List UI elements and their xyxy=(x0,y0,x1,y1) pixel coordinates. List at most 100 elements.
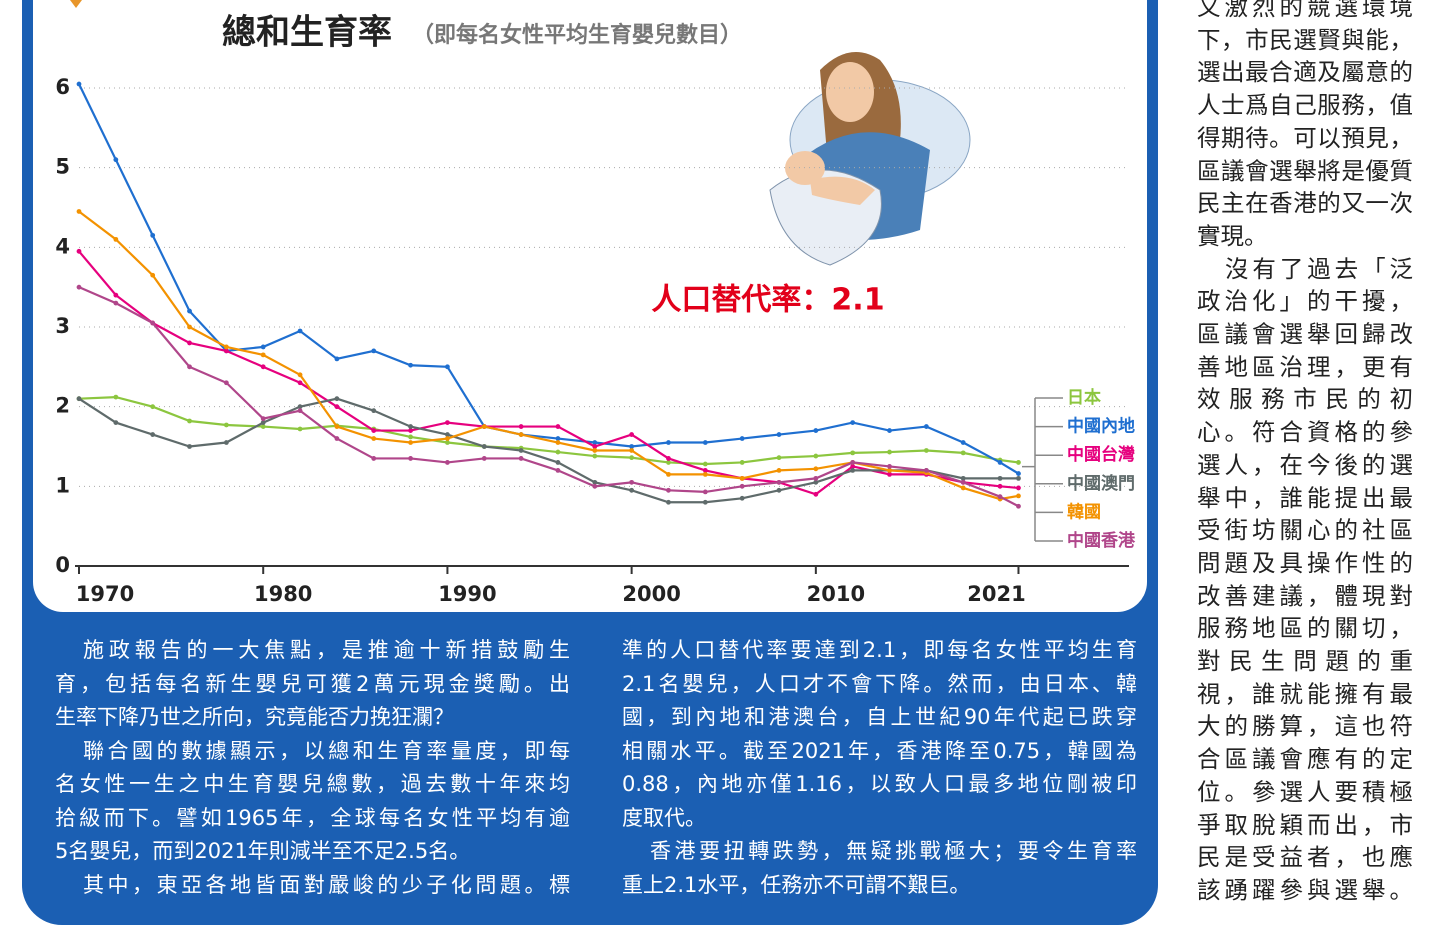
legend-label: 中國澳門 xyxy=(1067,473,1135,494)
point xyxy=(519,456,524,461)
text-line: 心。符合資格的參 xyxy=(1197,416,1413,449)
point xyxy=(998,494,1003,499)
point xyxy=(445,364,450,369)
x-tick-label: 2010 xyxy=(807,582,865,606)
point xyxy=(519,448,524,453)
point xyxy=(629,448,634,453)
page: 總和生育率 （即每名女性平均生育嬰兒數目） 人口替代率：2.1 01234561… xyxy=(0,0,1430,937)
text-line: 位。參選人要積極 xyxy=(1197,776,1413,809)
point xyxy=(813,492,818,497)
point xyxy=(408,363,413,368)
text-line: 沒有了過去「泛 xyxy=(1197,253,1413,286)
point xyxy=(1016,493,1021,498)
chart-subtitle: （即每名女性平均生育嬰兒數目） xyxy=(412,22,742,48)
point xyxy=(224,423,229,428)
point xyxy=(334,356,339,361)
point xyxy=(371,408,376,413)
y-tick-label: 2 xyxy=(55,394,70,418)
series-line xyxy=(79,287,1018,506)
point xyxy=(887,450,892,455)
text-line: 受街坊關心的社區 xyxy=(1197,514,1413,547)
point xyxy=(261,345,266,350)
text-line: 其中，東亞各地皆面對嚴峻的少子化問題。標 xyxy=(55,869,570,903)
point xyxy=(519,424,524,429)
x-tick-label: 2021 xyxy=(967,582,1025,606)
point xyxy=(261,352,266,357)
point xyxy=(187,364,192,369)
point xyxy=(298,408,303,413)
point xyxy=(813,454,818,459)
x-tick-label: 1990 xyxy=(438,582,496,606)
point xyxy=(408,424,413,429)
point xyxy=(629,455,634,460)
point xyxy=(924,424,929,429)
point xyxy=(703,500,708,505)
text-line: 重上2.1水平，任務亦不可謂不艱巨。 xyxy=(622,869,1137,903)
text-line: 效服務市民的初 xyxy=(1197,383,1413,416)
series-line xyxy=(79,211,1018,499)
point xyxy=(408,440,413,445)
point xyxy=(1016,476,1021,481)
point xyxy=(519,432,524,437)
y-tick-label: 5 xyxy=(55,155,70,179)
point xyxy=(445,460,450,465)
point xyxy=(77,249,82,254)
point xyxy=(777,455,782,460)
point xyxy=(150,321,155,326)
text-line: 下，市民選賢與能， xyxy=(1197,24,1413,57)
text-line: 國，到內地和港澳台，自上世紀90年代起已跌穿 xyxy=(622,701,1137,735)
point xyxy=(666,440,671,445)
sidebar-column: 又激烈的競選環境下，市民選賢與能，選出最合適及屬意的人士爲自己服務，值得期待。可… xyxy=(1197,0,1413,907)
point xyxy=(371,349,376,354)
point xyxy=(629,488,634,493)
point xyxy=(740,460,745,465)
legend-label: 韓國 xyxy=(1067,501,1101,522)
point xyxy=(703,462,708,467)
text-line: 選人，在今後的選 xyxy=(1197,449,1413,482)
point xyxy=(113,293,118,298)
point xyxy=(445,420,450,425)
text-line: 民是受益者，也應 xyxy=(1197,841,1413,874)
point xyxy=(850,468,855,473)
point xyxy=(592,484,597,489)
point xyxy=(113,420,118,425)
point xyxy=(740,496,745,501)
text-line: 育，包括每名新生嬰兒可獲2萬元現金獎勵。出 xyxy=(55,668,570,702)
text-line: 得期待。可以預見， xyxy=(1197,122,1413,155)
text-line: 相關水平。截至2021年，香港降至0.75，韓國為 xyxy=(622,735,1137,769)
text-line: 2.1名嬰兒，人口才不會下降。然而，由日本、韓 xyxy=(622,668,1137,702)
text-line: 拾級而下。譬如1965年，全球每名女性平均有逾 xyxy=(55,802,570,836)
point xyxy=(224,440,229,445)
text-line: 善地區治理，更有 xyxy=(1197,351,1413,384)
point xyxy=(850,450,855,455)
text-line: 民主在香港的又一次 xyxy=(1197,187,1413,220)
point xyxy=(924,468,929,473)
point xyxy=(482,424,487,429)
point xyxy=(592,454,597,459)
point xyxy=(998,476,1003,481)
point xyxy=(887,428,892,433)
point xyxy=(556,440,561,445)
text-line: 區議會選舉將是優質 xyxy=(1197,155,1413,188)
point xyxy=(740,476,745,481)
point xyxy=(740,484,745,489)
legend-label: 中國香港 xyxy=(1067,530,1136,551)
y-tick-label: 1 xyxy=(55,473,70,497)
point xyxy=(150,404,155,409)
point xyxy=(703,440,708,445)
point xyxy=(77,285,82,290)
point xyxy=(482,456,487,461)
text-line: 舉中，誰能提出最 xyxy=(1197,482,1413,515)
point xyxy=(77,82,82,87)
point xyxy=(629,432,634,437)
point xyxy=(224,345,229,350)
point xyxy=(740,436,745,441)
point xyxy=(850,460,855,465)
text-line: 選出最合適及屬意的 xyxy=(1197,56,1413,89)
point xyxy=(261,416,266,421)
annotation: 人口替代率：2.1 xyxy=(651,283,884,318)
legend-label: 中國內地 xyxy=(1067,416,1135,437)
point xyxy=(961,486,966,491)
point xyxy=(334,396,339,401)
point xyxy=(298,380,303,385)
